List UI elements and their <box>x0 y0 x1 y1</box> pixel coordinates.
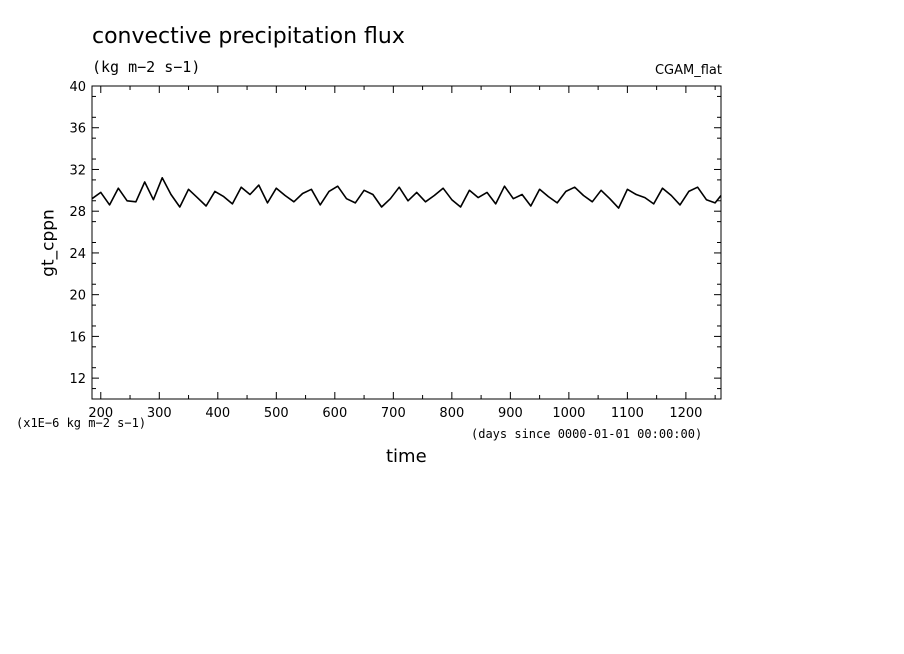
y-tick-label: 36 <box>69 122 86 137</box>
x-tick-label: 300 <box>147 406 172 421</box>
y-tick-label: 12 <box>69 372 86 387</box>
x-tick-label: 600 <box>322 406 347 421</box>
x-tick-label: 400 <box>205 406 230 421</box>
series-line <box>91 177 722 209</box>
y-tick-label: 24 <box>69 247 86 262</box>
dataset-label: CGAM_flat <box>654 63 722 78</box>
y-tick-label: 32 <box>69 163 86 178</box>
x-axis-label: time <box>386 446 427 467</box>
x-tick-label: 900 <box>498 406 523 421</box>
y-unit-label: (x1E−6 kg m−2 s−1) <box>16 416 147 430</box>
x-tick-label: 200 <box>88 406 113 421</box>
y-tick-label: 28 <box>69 205 86 220</box>
x-tick-label: 1100 <box>611 406 644 421</box>
chart-title: convective precipitation flux <box>92 24 405 49</box>
plot-frame <box>91 85 722 400</box>
x-tick-label: 800 <box>439 406 464 421</box>
series-layer <box>91 177 722 209</box>
y-tick-label: 40 <box>69 80 86 95</box>
x-tick-label: 1200 <box>669 406 702 421</box>
x-tick-label: 700 <box>381 406 406 421</box>
y-tick-label: 16 <box>69 330 86 345</box>
y-tick-label: 20 <box>69 289 86 304</box>
x-unit-label: (days since 0000-01-01 00:00:00) <box>471 427 703 441</box>
axis-ticks: 12 16 20 24 28 32 36 40 200 300 400 500 600 700 800 900… <box>69 80 721 421</box>
x-tick-label: 1000 <box>552 406 585 421</box>
x-tick-label: 500 <box>264 406 289 421</box>
chart-subtitle: (kg m−2 s−1) <box>92 58 201 76</box>
